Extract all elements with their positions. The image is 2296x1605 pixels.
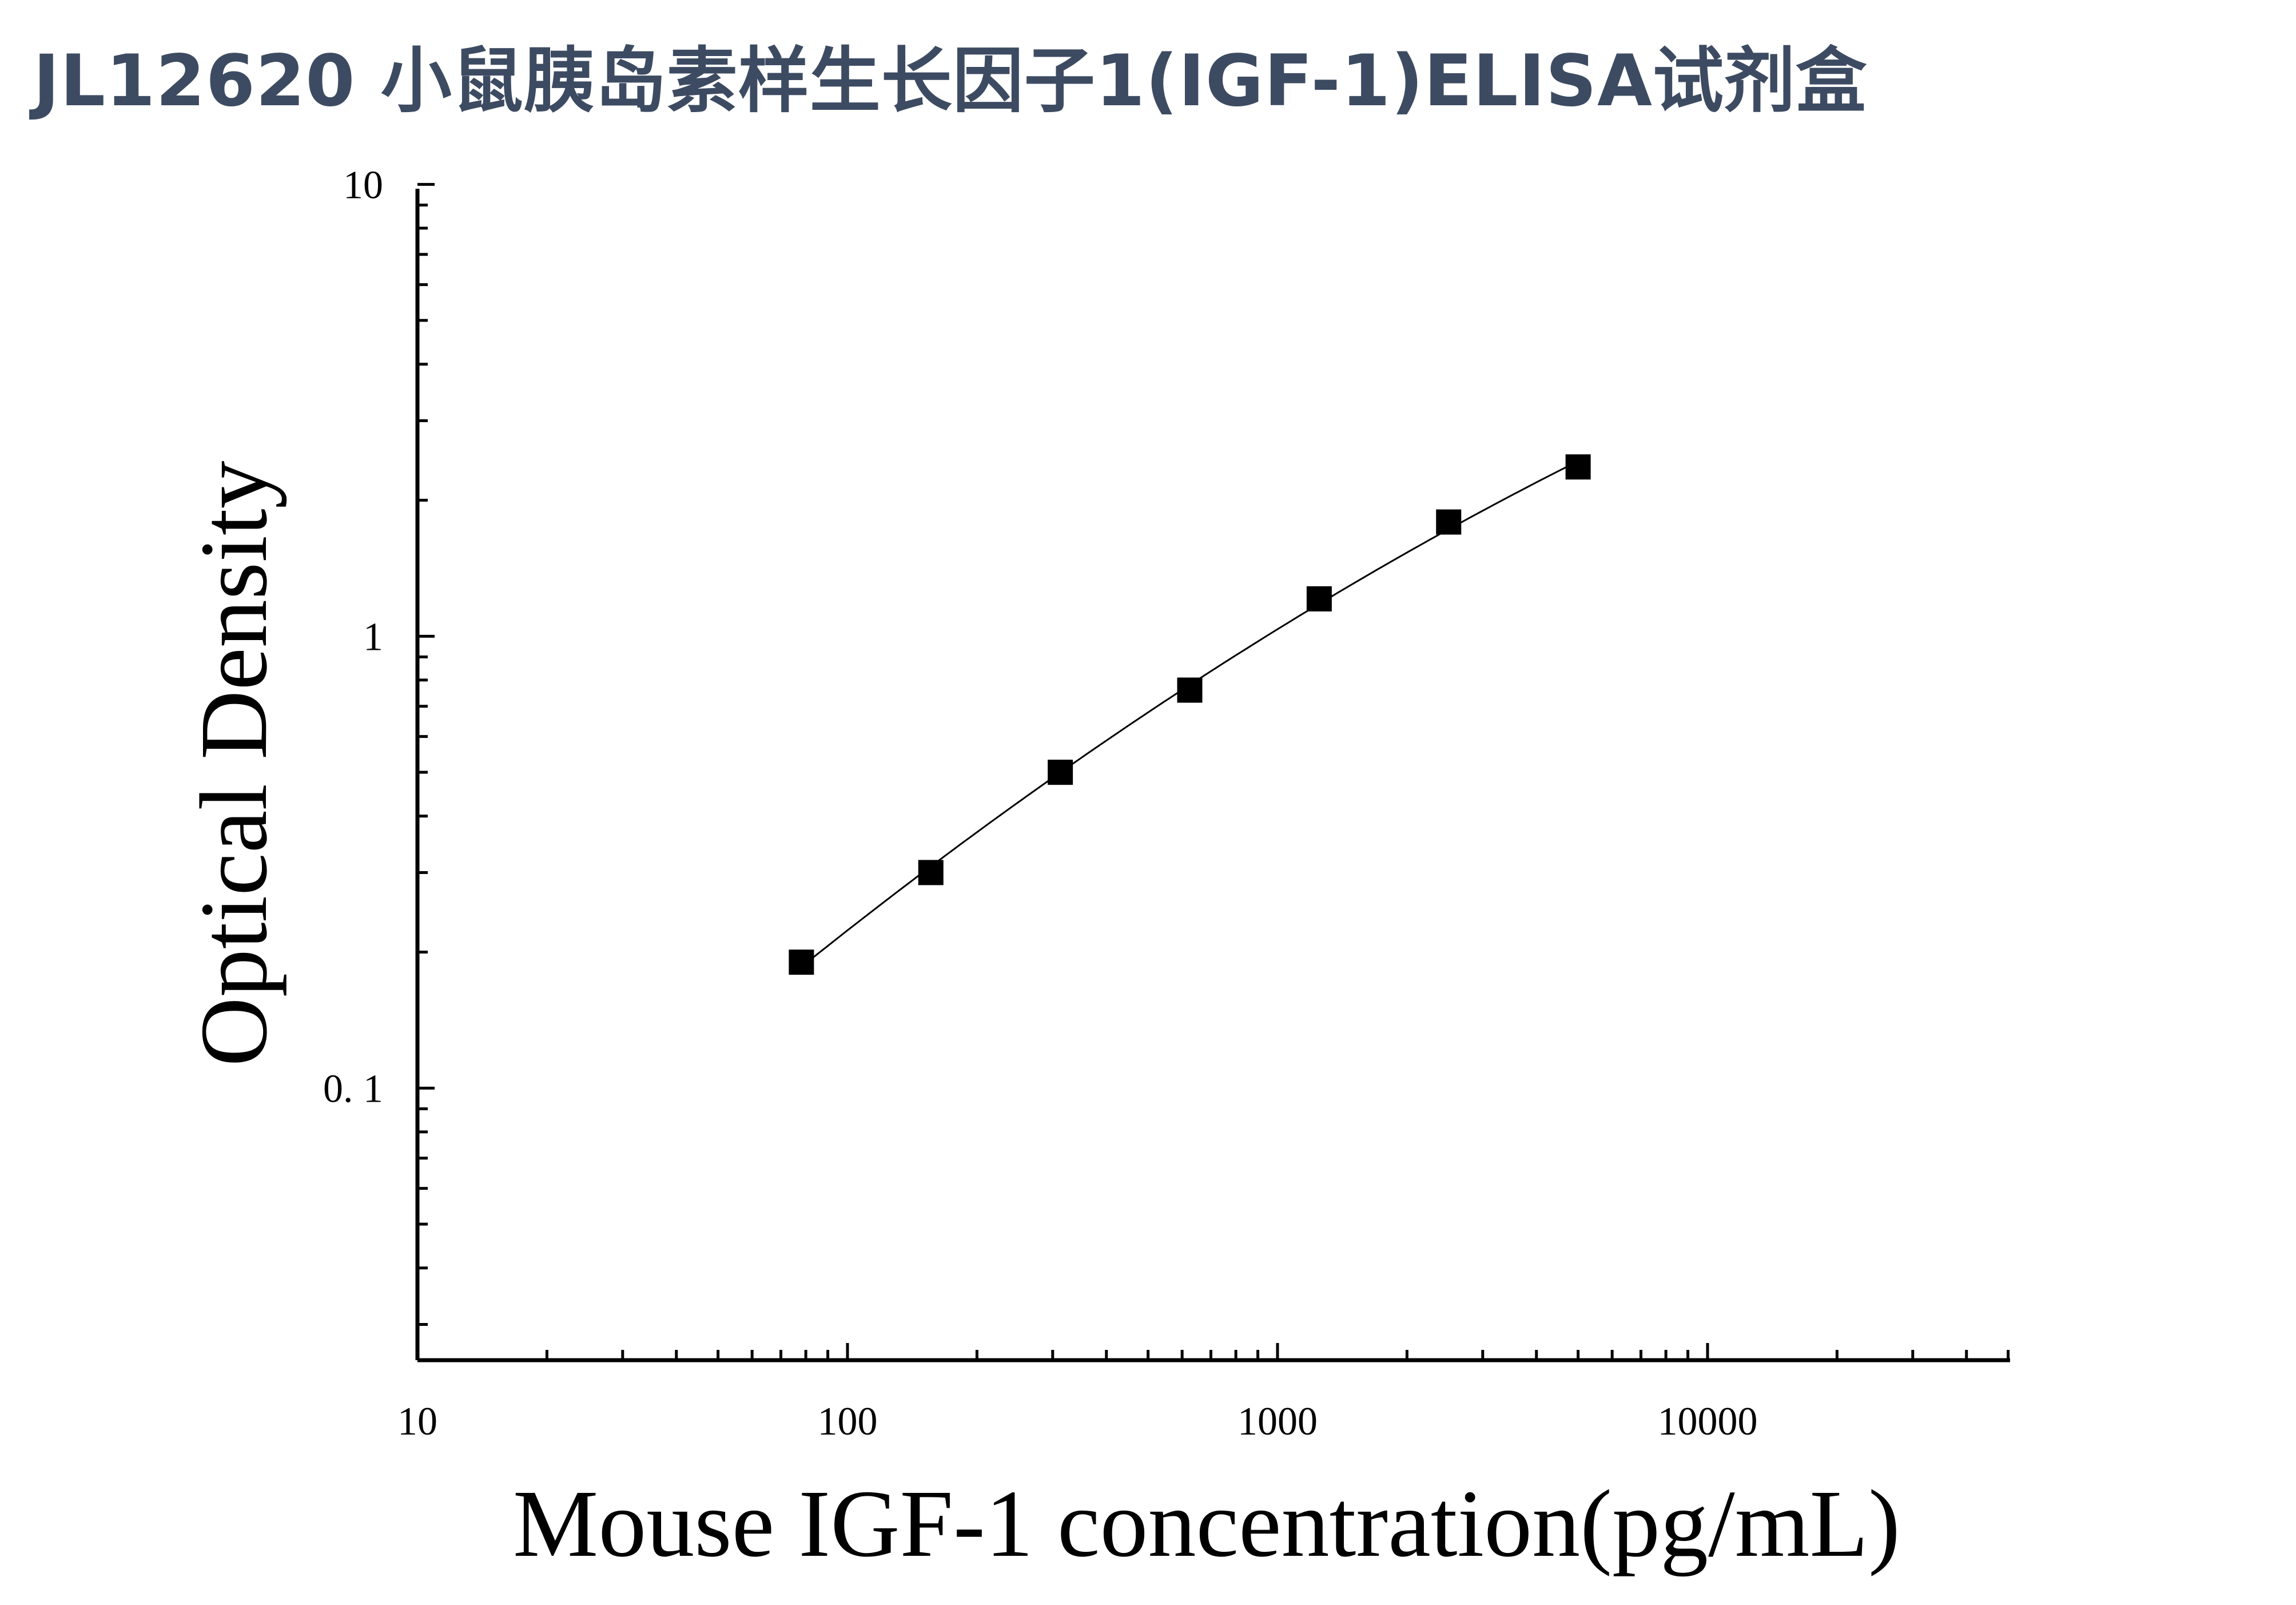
y-axis: 0. 1 1 10 [323, 163, 435, 1360]
data-point-square [1177, 677, 1203, 703]
x-axis-title: Mouse IGF-1 concentration(pg/mL) [513, 1471, 1900, 1577]
data-point-square [1436, 509, 1462, 535]
x-tick-label: 10 [397, 1400, 437, 1444]
x-tick-label: 100 [818, 1400, 878, 1444]
y-axis-title: Optical Density [181, 460, 287, 1066]
y-tick-label: 10 [343, 163, 383, 207]
fit-curve [801, 460, 1579, 968]
x-tick-label: 10000 [1658, 1400, 1758, 1444]
data-point-square [1048, 760, 1073, 785]
page-title: JL12620 小鼠胰岛素样生长因子1(IGF-1)ELISA试剂盒 [33, 40, 1868, 122]
data-points [789, 454, 1591, 975]
y-tick-label: 1 [363, 615, 383, 659]
data-point-square [918, 860, 944, 885]
data-point-square [789, 950, 814, 975]
fit-curve-group [801, 460, 1579, 968]
y-tick-label: 0. 1 [323, 1067, 383, 1111]
data-point-square [1306, 586, 1332, 611]
data-point-square [1565, 454, 1591, 480]
x-axis: 10 100 1000 10000 [397, 1343, 2010, 1444]
x-tick-label: 1000 [1237, 1400, 1318, 1444]
